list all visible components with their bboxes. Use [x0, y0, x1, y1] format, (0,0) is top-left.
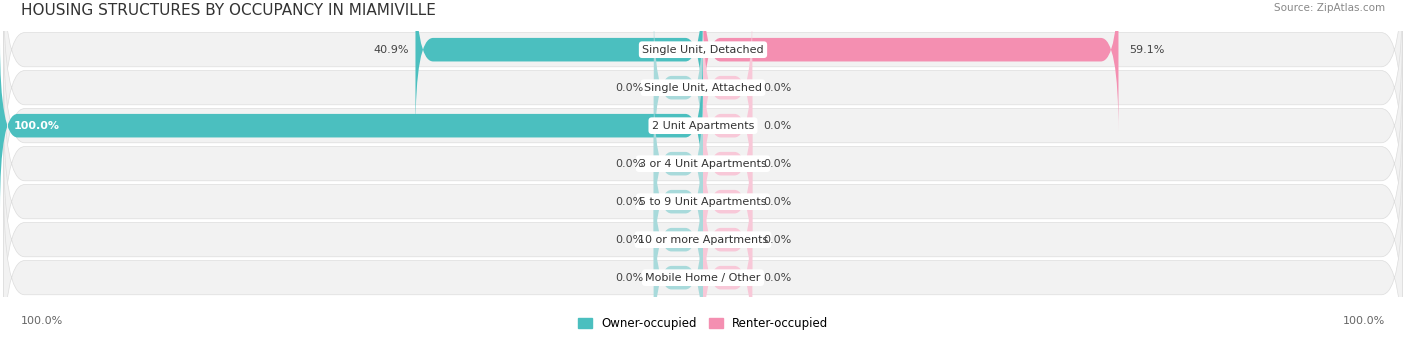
FancyBboxPatch shape [654, 80, 703, 247]
FancyBboxPatch shape [703, 157, 752, 323]
FancyBboxPatch shape [654, 194, 703, 341]
FancyBboxPatch shape [703, 0, 1119, 133]
Text: 2 Unit Apartments: 2 Unit Apartments [652, 121, 754, 131]
FancyBboxPatch shape [654, 118, 703, 285]
FancyBboxPatch shape [703, 118, 752, 285]
Text: 5 to 9 Unit Apartments: 5 to 9 Unit Apartments [640, 197, 766, 207]
Text: 0.0%: 0.0% [762, 83, 792, 93]
Legend: Owner-occupied, Renter-occupied: Owner-occupied, Renter-occupied [572, 313, 834, 335]
FancyBboxPatch shape [703, 80, 752, 247]
FancyBboxPatch shape [3, 181, 1403, 341]
Text: Source: ZipAtlas.com: Source: ZipAtlas.com [1274, 3, 1385, 13]
Text: 100.0%: 100.0% [14, 121, 60, 131]
FancyBboxPatch shape [3, 105, 1403, 299]
FancyBboxPatch shape [654, 4, 703, 171]
Text: HOUSING STRUCTURES BY OCCUPANCY IN MIAMIVILLE: HOUSING STRUCTURES BY OCCUPANCY IN MIAMI… [21, 3, 436, 18]
Text: 40.9%: 40.9% [373, 45, 408, 55]
Text: Single Unit, Detached: Single Unit, Detached [643, 45, 763, 55]
Text: 0.0%: 0.0% [614, 197, 644, 207]
FancyBboxPatch shape [654, 157, 703, 323]
FancyBboxPatch shape [3, 143, 1403, 337]
FancyBboxPatch shape [3, 0, 1403, 147]
Text: 0.0%: 0.0% [614, 235, 644, 245]
Text: 0.0%: 0.0% [614, 83, 644, 93]
Text: 10 or more Apartments: 10 or more Apartments [638, 235, 768, 245]
Text: 59.1%: 59.1% [1129, 45, 1164, 55]
Text: Single Unit, Attached: Single Unit, Attached [644, 83, 762, 93]
FancyBboxPatch shape [3, 0, 1403, 184]
Text: 0.0%: 0.0% [762, 273, 792, 283]
FancyBboxPatch shape [0, 43, 703, 209]
FancyBboxPatch shape [703, 4, 752, 171]
FancyBboxPatch shape [3, 67, 1403, 261]
Text: 0.0%: 0.0% [614, 159, 644, 169]
Text: 0.0%: 0.0% [614, 273, 644, 283]
Text: Mobile Home / Other: Mobile Home / Other [645, 273, 761, 283]
Text: 3 or 4 Unit Apartments: 3 or 4 Unit Apartments [640, 159, 766, 169]
FancyBboxPatch shape [703, 194, 752, 341]
Text: 0.0%: 0.0% [762, 121, 792, 131]
FancyBboxPatch shape [703, 43, 752, 209]
Text: 0.0%: 0.0% [762, 159, 792, 169]
Text: 100.0%: 100.0% [21, 315, 63, 326]
FancyBboxPatch shape [416, 0, 703, 133]
FancyBboxPatch shape [3, 29, 1403, 223]
Text: 0.0%: 0.0% [762, 197, 792, 207]
Text: 100.0%: 100.0% [1343, 315, 1385, 326]
Text: 0.0%: 0.0% [762, 235, 792, 245]
